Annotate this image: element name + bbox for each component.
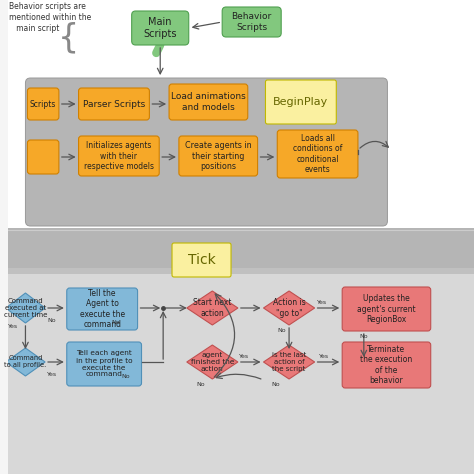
Text: Main
Scripts: Main Scripts	[144, 17, 177, 39]
FancyBboxPatch shape	[79, 136, 159, 176]
Text: Tell each agent
in the profile to
execute the
command: Tell each agent in the profile to execut…	[76, 350, 132, 377]
Text: Yes: Yes	[8, 325, 18, 329]
FancyBboxPatch shape	[26, 78, 387, 226]
Text: Updates the
agent's current
RegionBox: Updates the agent's current RegionBox	[357, 294, 416, 324]
Polygon shape	[6, 293, 45, 323]
Text: No: No	[271, 382, 280, 386]
FancyBboxPatch shape	[27, 140, 59, 174]
Text: Yes: Yes	[47, 372, 57, 376]
Text: agent
finished the
action: agent finished the action	[191, 352, 234, 372]
Text: No: No	[196, 382, 205, 386]
FancyBboxPatch shape	[79, 88, 149, 120]
FancyBboxPatch shape	[172, 243, 231, 277]
Text: No: No	[277, 328, 285, 332]
Text: Tell the
Agent to
execute the
command: Tell the Agent to execute the command	[80, 289, 125, 329]
Text: Terminate
the execution
of the
behavior: Terminate the execution of the behavior	[360, 345, 412, 385]
Polygon shape	[187, 345, 238, 379]
FancyBboxPatch shape	[132, 11, 189, 45]
Text: Load animations
and models: Load animations and models	[171, 92, 246, 112]
FancyBboxPatch shape	[169, 84, 248, 120]
Text: Yes: Yes	[318, 300, 328, 304]
FancyBboxPatch shape	[179, 136, 257, 176]
Text: Create agents in
their starting
positions: Create agents in their starting position…	[185, 141, 252, 171]
Polygon shape	[187, 291, 238, 325]
Text: Parser Scripts: Parser Scripts	[83, 100, 145, 109]
FancyBboxPatch shape	[277, 130, 358, 178]
Text: No: No	[112, 320, 120, 326]
Bar	[8, 268, 474, 474]
Text: Behavior
Scripts: Behavior Scripts	[232, 12, 272, 32]
Text: Action is
"go to": Action is "go to"	[273, 298, 305, 318]
Text: Start next
action: Start next action	[193, 298, 231, 318]
Text: No: No	[359, 335, 368, 339]
Text: Loads all
conditions of
conditional
events: Loads all conditions of conditional even…	[293, 134, 342, 174]
FancyBboxPatch shape	[342, 287, 431, 331]
FancyBboxPatch shape	[67, 342, 142, 386]
Bar	[8, 0, 474, 230]
Text: is the last
action of
the script: is the last action of the script	[272, 352, 306, 372]
Text: Behavior scripts are
mentioned within the
   main script: Behavior scripts are mentioned within th…	[9, 2, 91, 33]
Text: No: No	[121, 374, 130, 379]
Text: Yes: Yes	[239, 354, 249, 358]
Text: Initializes agents
with their
respective models: Initializes agents with their respective…	[84, 141, 154, 171]
Polygon shape	[264, 345, 315, 379]
Text: Command
to all profile.: Command to all profile.	[4, 356, 46, 368]
Polygon shape	[6, 348, 45, 376]
Text: Yes: Yes	[319, 354, 329, 358]
FancyBboxPatch shape	[265, 80, 336, 124]
Text: Command
executed at
current time: Command executed at current time	[4, 298, 47, 318]
FancyBboxPatch shape	[342, 342, 431, 388]
Bar	[8, 228, 474, 268]
Text: Tick: Tick	[188, 253, 215, 267]
Text: {: {	[58, 21, 79, 55]
FancyBboxPatch shape	[222, 7, 281, 37]
Text: Scripts: Scripts	[30, 100, 56, 109]
Text: No: No	[48, 319, 56, 323]
Polygon shape	[264, 291, 315, 325]
Text: BeginPlay: BeginPlay	[273, 97, 328, 107]
FancyBboxPatch shape	[27, 88, 59, 120]
FancyBboxPatch shape	[8, 274, 474, 474]
FancyBboxPatch shape	[67, 288, 137, 330]
